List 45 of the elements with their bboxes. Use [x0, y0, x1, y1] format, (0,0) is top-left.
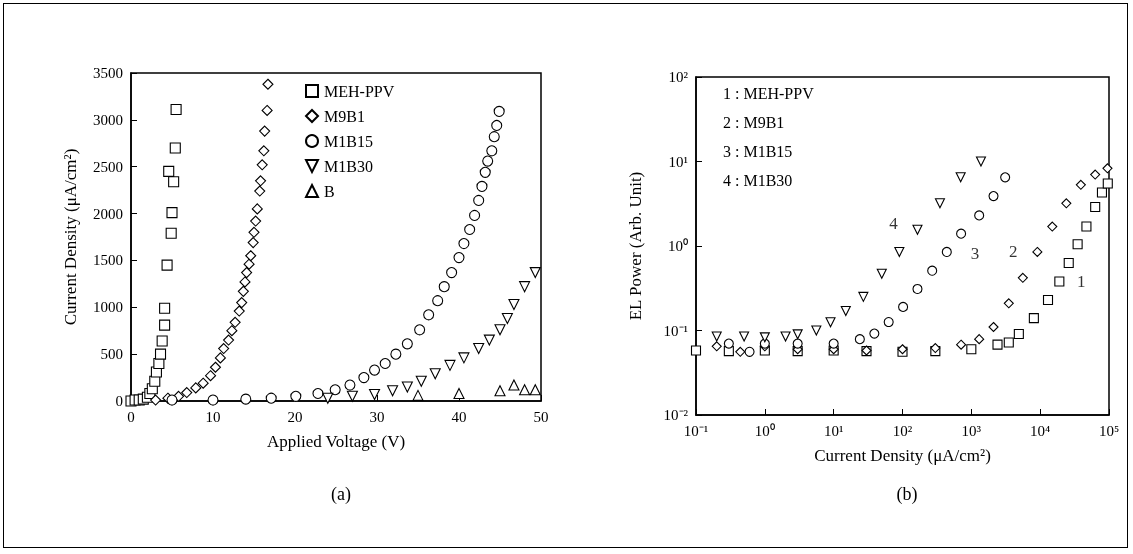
y-tick-label: 3500: [93, 65, 123, 81]
x-axis-title: Current Density (μA/cm²): [814, 446, 991, 465]
y-tick-label: 1500: [93, 252, 123, 269]
y-tick-label: 500: [100, 346, 123, 363]
text: (a): [331, 484, 351, 505]
x-tick-label: 40: [451, 408, 467, 425]
x-tick-label: 10³: [961, 422, 982, 439]
x-tick-label: 10²: [892, 422, 913, 439]
x-tick-label: 10⁵: [1098, 422, 1120, 439]
legend-label: B: [324, 182, 335, 200]
x-tick-label: 10: [205, 408, 221, 425]
y-tick-label: 2000: [93, 205, 123, 222]
x-tick-label: 20: [287, 408, 303, 425]
y-axis-title: Current Density (μA/cm²): [61, 148, 80, 326]
y-tick-label: 10²: [668, 69, 689, 85]
legend-label: M1B15: [324, 132, 373, 150]
x-tick-label: 10⁴: [1030, 422, 1051, 439]
annotation: 1 : MEH-PPV: [723, 84, 815, 102]
x-tick-label: 10⁻¹: [683, 422, 709, 439]
x-tick-label: 10¹: [823, 422, 844, 439]
annotation: 1: [1077, 272, 1086, 292]
legend-label: M9B1: [324, 107, 365, 125]
y-tick-label: 0: [115, 393, 123, 409]
y-tick-label: 10⁰: [668, 238, 688, 254]
annotation: 4 : M1B30: [723, 171, 793, 189]
annotation: 2 : M9B1: [723, 113, 785, 131]
annotation: 3 : M1B15: [723, 142, 793, 160]
y-tick-label: 10⁻¹: [663, 322, 688, 339]
y-tick-label: 3000: [93, 111, 123, 128]
x-tick-label: 30: [369, 408, 385, 425]
x-tick-label: 10⁰: [754, 422, 775, 439]
y-tick-label: 10⁻²: [663, 407, 689, 423]
legend-label: MEH-PPV: [324, 82, 395, 100]
annotation: 2: [1009, 242, 1018, 262]
y-tick-label: 1000: [93, 299, 123, 316]
x-axis-title: Applied Voltage (V): [266, 432, 406, 451]
x-tick-label: 0: [127, 408, 135, 425]
legend-label: M1B30: [324, 157, 373, 175]
annotation: 3: [970, 244, 980, 264]
x-tick-label: 50: [533, 408, 549, 425]
y-tick-label: 10¹: [668, 153, 688, 170]
text: (b): [896, 484, 918, 505]
y-axis-title: EL Power (Arb. Unit): [626, 171, 645, 321]
annotation: 4: [889, 214, 899, 234]
y-tick-label: 2500: [93, 158, 123, 175]
